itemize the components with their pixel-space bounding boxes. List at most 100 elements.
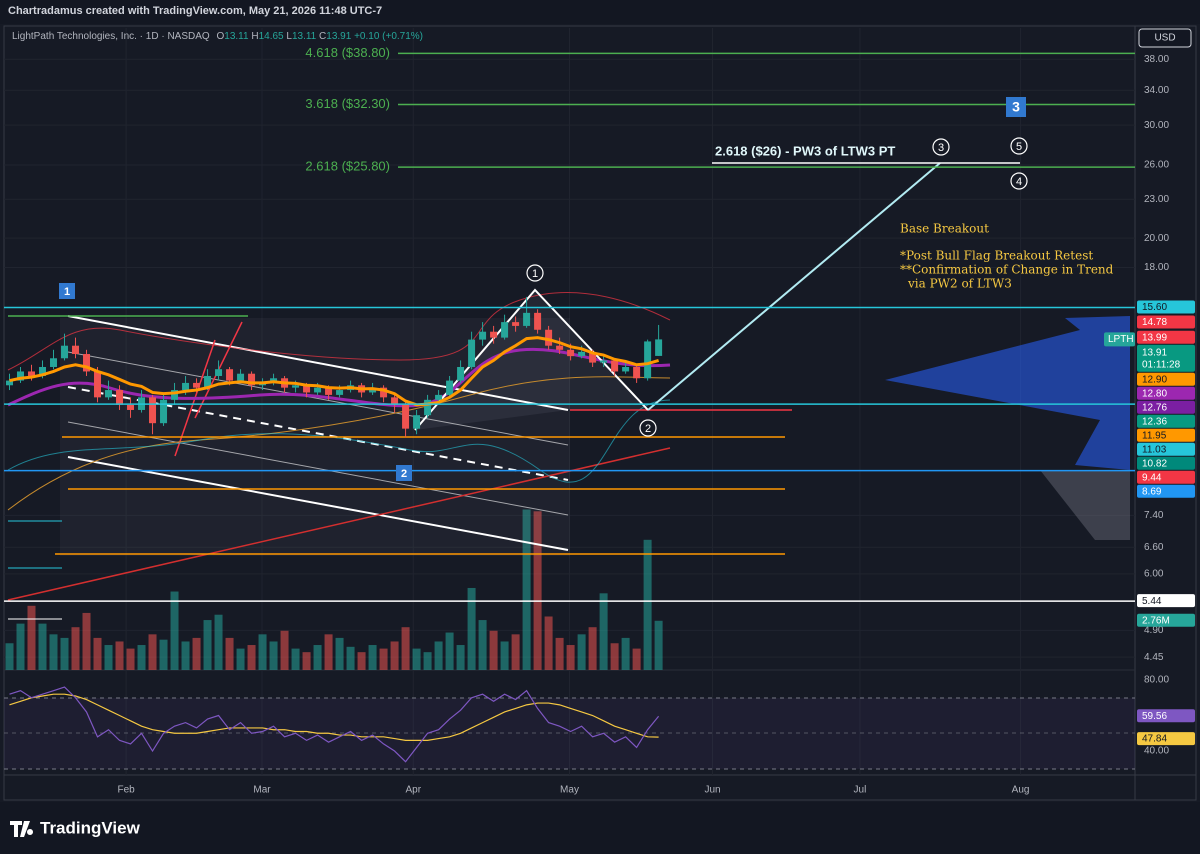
volume-bar <box>401 627 410 670</box>
volume-tag: 2.76M <box>1142 615 1170 626</box>
candle-body <box>17 371 25 381</box>
volume-bar <box>390 641 399 670</box>
rsi-pane <box>9 686 660 763</box>
drawings <box>4 162 1135 770</box>
wave-circle <box>1010 172 1028 190</box>
candle-body <box>424 399 432 416</box>
candle-body <box>633 366 641 379</box>
ohlc-value: 13.11 <box>224 31 249 42</box>
price-tag: 11.03 <box>1142 444 1167 455</box>
symbol-tag: LPTH <box>1108 334 1134 345</box>
x-tick-label: Aug <box>1012 785 1030 796</box>
currency[interactable]: USD <box>1154 33 1175 44</box>
rsi-ma-tag-bg <box>1137 732 1195 746</box>
volume-pane <box>5 509 663 670</box>
countdown: 01:11:28 <box>1142 359 1181 370</box>
candle-body <box>391 397 399 405</box>
y-tick-label: 23.00 <box>1144 194 1169 205</box>
volume-bar <box>588 627 597 670</box>
rsi-tag-bg <box>1137 709 1195 723</box>
volume-bar <box>214 614 223 670</box>
wave-circle <box>526 264 544 282</box>
candle-body <box>61 345 69 359</box>
volume-bar <box>555 637 564 670</box>
candle-body <box>501 322 509 338</box>
wave-label: 4 <box>1016 176 1022 188</box>
volume-bar <box>313 645 322 670</box>
price-tag: 12.76 <box>1142 402 1167 413</box>
candle-body <box>237 373 245 381</box>
volume-bar <box>632 648 641 670</box>
volume-bar <box>5 643 14 670</box>
volume-bar <box>610 643 619 670</box>
volume-bar <box>247 645 256 670</box>
x-tick-label: Apr <box>405 785 421 796</box>
pattern-fill <box>415 290 648 430</box>
price-tag: 12.36 <box>1142 416 1167 427</box>
candle-body <box>468 339 476 367</box>
credit: Chartradamus created with TradingView.co… <box>8 5 382 17</box>
candle-body <box>83 354 91 372</box>
volume-bar <box>170 591 179 670</box>
price-tag: 14.78 <box>1142 317 1167 328</box>
candle-body <box>534 312 542 330</box>
chart-background <box>0 24 1200 802</box>
symbol-title: LightPath Technologies, Inc. · 1D · NASD… <box>12 31 210 42</box>
volume-bar <box>192 637 201 670</box>
y-tick-label: 6.60 <box>1144 542 1164 553</box>
note: via PW2 of LTW3 <box>907 277 1012 291</box>
ohlc-prefix: C <box>319 31 326 42</box>
symbol-tag-bg <box>1104 332 1135 347</box>
candle-body <box>50 358 58 367</box>
volume-bar <box>159 639 168 670</box>
ma-line <box>7 376 671 511</box>
channel-upper <box>67 315 569 411</box>
candle-body <box>160 399 168 424</box>
volume-bar <box>27 605 36 670</box>
volume-bar <box>456 645 465 670</box>
candle-body <box>402 404 410 429</box>
volume-bar <box>104 645 113 670</box>
volume-bar <box>357 652 366 670</box>
change: +0.10 (+0.71%) <box>354 31 423 42</box>
candle-body <box>116 390 124 405</box>
candle-body <box>490 331 498 338</box>
y-tick-label: 4.90 <box>1144 625 1164 636</box>
candle-body <box>149 397 157 424</box>
channel-line <box>67 351 569 446</box>
volume-bar <box>478 620 487 670</box>
volume-bar <box>368 645 377 670</box>
volume-bar <box>577 634 586 670</box>
candle-body <box>644 341 652 379</box>
fib-label: 4.618 ($38.80) <box>305 45 390 60</box>
candle-body <box>248 373 256 386</box>
volume-profile <box>885 316 1130 470</box>
rsi-ma-line <box>9 693 659 741</box>
note: **Confirmation of Change in Trend <box>900 263 1114 277</box>
candle-body <box>545 329 553 346</box>
volume-bar <box>445 632 454 670</box>
wave-label: 1 <box>532 268 538 280</box>
volume-bar <box>302 652 311 670</box>
price-tag-bg <box>1137 442 1195 456</box>
price-tag-bg <box>1137 594 1195 608</box>
candle-body <box>556 345 564 350</box>
logo <box>10 821 34 837</box>
price-tag-bg <box>1137 386 1195 400</box>
volume-bar <box>335 637 344 670</box>
volume-bar <box>203 620 212 670</box>
candle-body <box>94 371 102 398</box>
volume-bar <box>324 634 333 670</box>
volume-bar <box>269 641 278 670</box>
y-tick-label: 30.00 <box>1144 120 1169 131</box>
price-tag-bg <box>1137 300 1195 314</box>
currency-button[interactable] <box>1138 28 1192 48</box>
price-tag-bg <box>1137 330 1195 344</box>
y-tick-label: 6.00 <box>1144 568 1164 579</box>
volume-bar <box>643 539 652 670</box>
wave-labels <box>526 137 1028 437</box>
price-tag: 12.80 <box>1142 388 1167 399</box>
